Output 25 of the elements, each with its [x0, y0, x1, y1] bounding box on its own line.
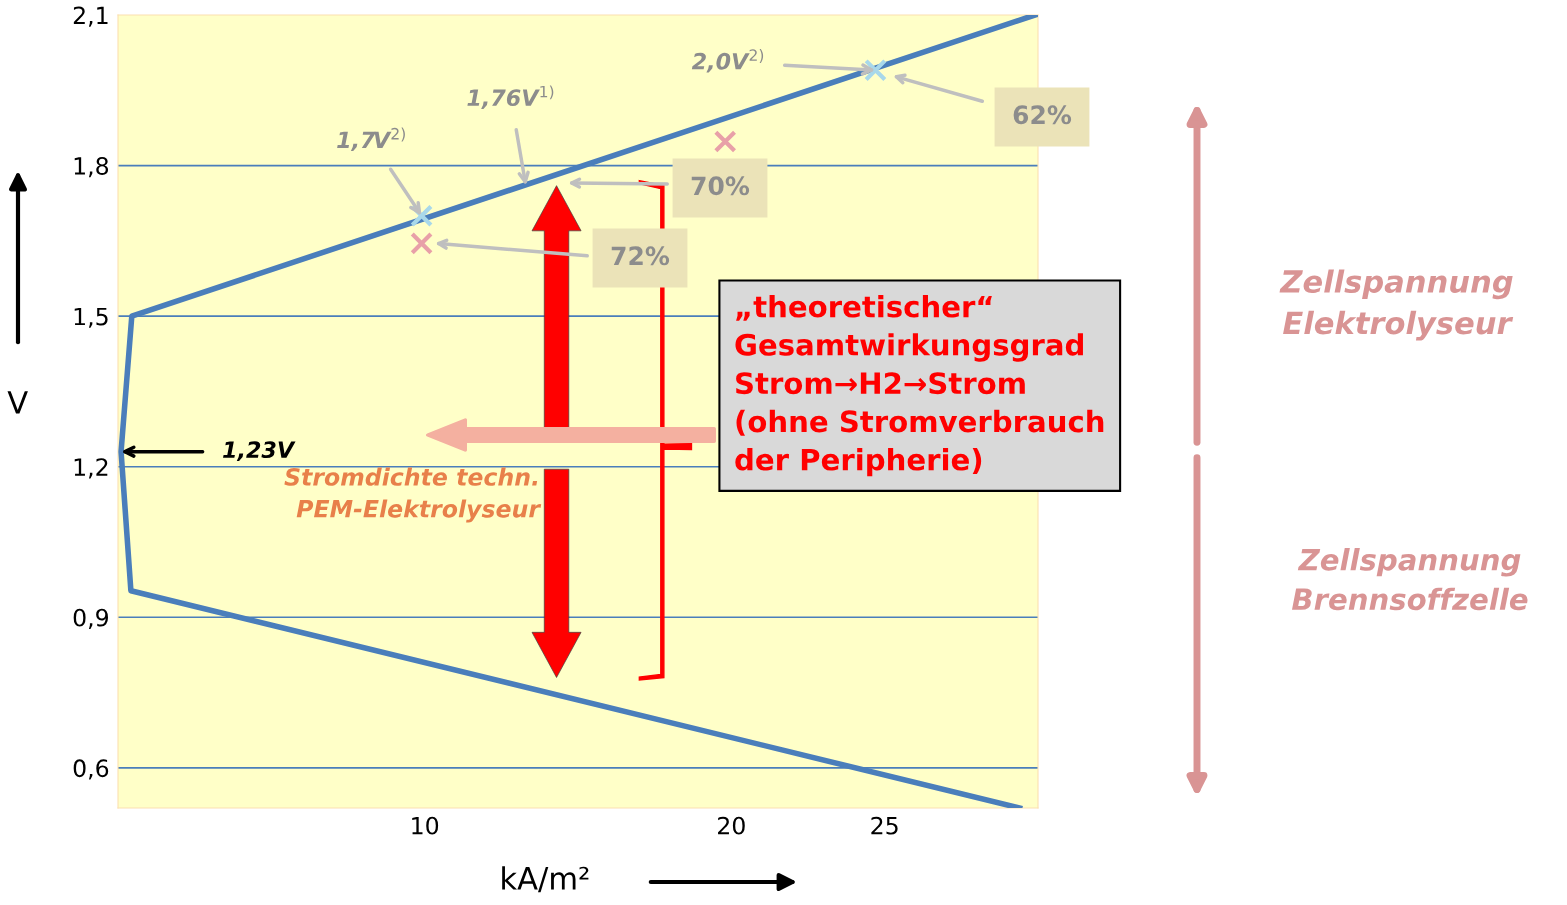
- annotation: 2,0V$^{2)}$: [691, 49, 764, 73]
- x-tick-label: 20: [718, 816, 745, 835]
- y-tick-label: 1,2: [74, 458, 108, 479]
- text: Zellspannung Elektrolyseur: [1279, 269, 1514, 341]
- point: [410, 231, 434, 255]
- annotation: 1,7V$^{2)}$: [337, 127, 405, 152]
- point: [864, 58, 887, 82]
- annotation: 1,23V: [223, 441, 296, 461]
- annotation: 70%: [691, 176, 750, 196]
- text: Zellspannung Brennsoffzelle: [1291, 548, 1528, 611]
- y-tick-label: 0,9: [73, 608, 109, 629]
- annotation: Stromdichte techn. PEM-Elektrolyseur: [284, 467, 542, 523]
- annotation: „theoretischer“ Gesamtwirkungsgrad Strom→H2→Strom (ohne Stromverbrauch der Peripherie): [735, 295, 1104, 477]
- annotation: 72%: [611, 246, 670, 266]
- y-tick-label: 1,5: [74, 307, 108, 328]
- annotation: 62%: [1013, 105, 1072, 125]
- y-axis-title: V: [7, 391, 28, 414]
- y-tick-label: 0,6: [73, 759, 109, 780]
- point: [713, 130, 737, 153]
- x-axis-title: kA/m²: [502, 866, 589, 893]
- annotation: 1,76V$^{1)}$: [467, 85, 554, 109]
- y-tick-label: 1,8: [74, 157, 109, 178]
- x-tick-label: 10: [412, 816, 439, 835]
- x-tick-label: 25: [871, 816, 898, 835]
- y-tick-label: 2,1: [73, 6, 108, 27]
